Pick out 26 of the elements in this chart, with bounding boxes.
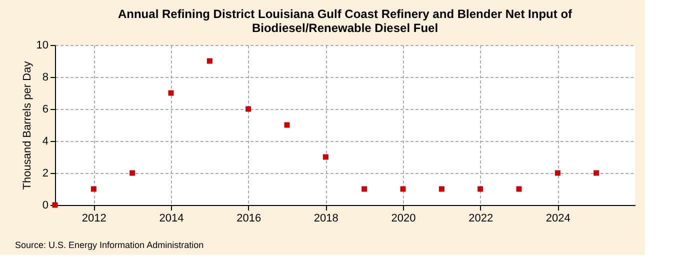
y-tick-label: 10 (36, 40, 48, 52)
source-note: Source: U.S. Energy Information Administration (15, 240, 204, 250)
x-tick-label: 2024 (546, 212, 570, 224)
y-tick-label: 8 (42, 72, 48, 84)
x-tick-label: 2018 (314, 212, 338, 224)
x-tick-label: 2014 (159, 212, 184, 224)
point (594, 170, 600, 176)
point (362, 186, 368, 192)
point (130, 170, 136, 176)
x-tick-label: 2016 (236, 212, 262, 224)
y-tick-label: 0 (42, 200, 48, 212)
x-tick-label: 2020 (391, 212, 416, 224)
point (246, 106, 252, 112)
y-axis-title: Thousand Barrels per Day (21, 60, 34, 190)
y-tick-label: 6 (42, 104, 48, 116)
point (206, 58, 212, 64)
x-tick-label: 2022 (468, 212, 494, 224)
point (478, 186, 484, 192)
point (90, 186, 96, 192)
point (322, 154, 328, 160)
y-tick-label: 2 (42, 168, 48, 180)
x-tick-label: 2012 (82, 212, 106, 224)
point (438, 186, 444, 192)
y-tick-label: 4 (42, 136, 48, 148)
chart-title: Annual Refining District Louisiana Gulf Coast Refinery and Blender Net Input of Biodiesel/Renewable Diesel Fuel (118, 7, 574, 35)
point (554, 170, 560, 176)
